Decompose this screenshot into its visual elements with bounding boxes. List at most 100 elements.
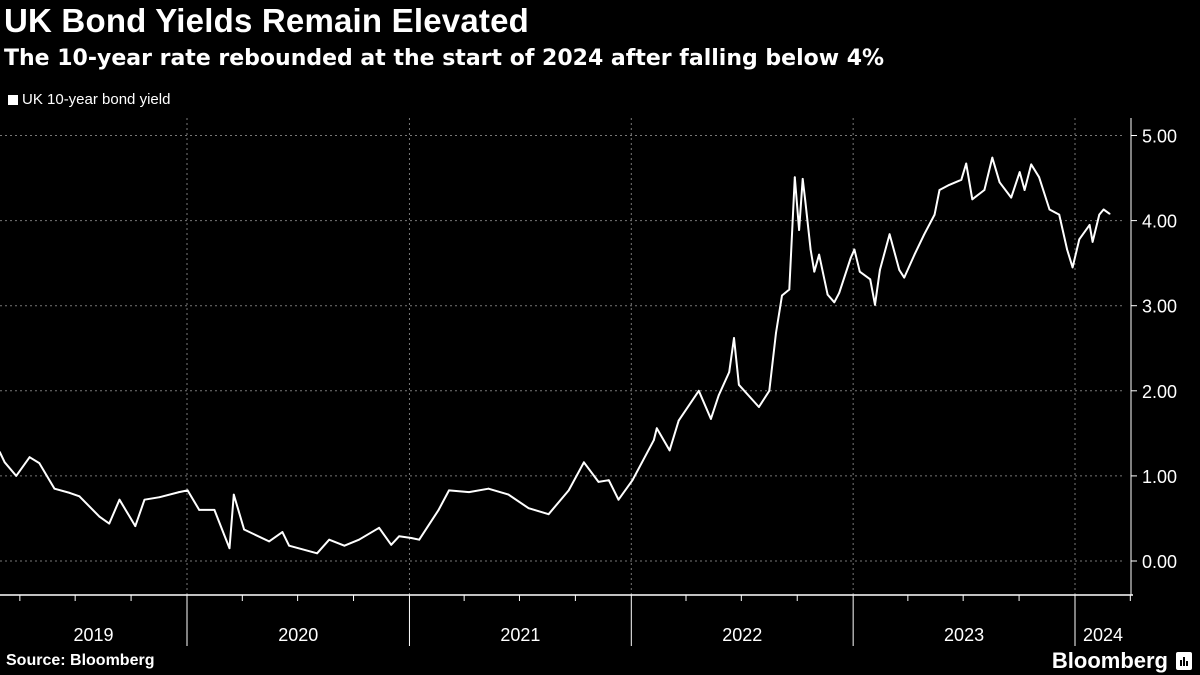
data-point: [316, 552, 318, 555]
data-point: [1058, 213, 1061, 216]
data-point: [1102, 208, 1105, 211]
data-point: [809, 248, 812, 251]
x-tick-label: 2019: [73, 625, 113, 645]
y-tick-label: 3.00: [1142, 297, 1177, 317]
bloomberg-chart-icon: [1176, 652, 1192, 670]
data-point: [991, 156, 994, 159]
data-point: [38, 462, 41, 465]
data-point: [437, 509, 440, 511]
data-point: [874, 303, 876, 306]
bloomberg-logo: Bloomberg: [1052, 648, 1192, 674]
data-point: [597, 480, 600, 483]
data-point: [903, 276, 906, 279]
data-point: [98, 515, 101, 518]
data-point: [158, 496, 161, 499]
data-point: [826, 293, 829, 296]
data-point: [677, 419, 680, 422]
data-point: [228, 547, 231, 550]
data-point: [813, 270, 816, 273]
y-tick-label: 2.00: [1142, 382, 1177, 402]
data-point: [617, 498, 620, 501]
data-point: [343, 544, 346, 547]
data-point: [833, 301, 836, 304]
data-point: [983, 189, 986, 191]
chart-subtitle: The 10-year rate rebounded at the start …: [4, 46, 885, 71]
data-point: [507, 493, 510, 496]
data-point: [804, 198, 807, 201]
data-point: [582, 461, 585, 464]
data-point: [1010, 196, 1013, 199]
x-tick-label: 2023: [944, 625, 984, 645]
data-point: [134, 525, 137, 528]
data-point: [288, 544, 291, 547]
y-tick-label: 5.00: [1142, 127, 1177, 147]
data-point: [878, 269, 881, 271]
chart-title: UK Bond Yields Remain Elevated: [4, 2, 529, 39]
data-point: [15, 475, 18, 477]
data-point: [793, 176, 796, 179]
data-point: [898, 269, 901, 271]
data-point: [178, 491, 180, 493]
data-point: [652, 439, 655, 442]
x-tick-label: 2021: [500, 625, 540, 645]
data-point: [801, 178, 804, 180]
data-point: [938, 189, 941, 191]
data-point: [933, 213, 936, 216]
data-point: [913, 253, 916, 256]
data-point: [775, 332, 777, 334]
logo-text: Bloomberg: [1051, 648, 1168, 673]
data-point: [198, 509, 201, 511]
data-point: [0, 451, 1, 453]
data-point: [281, 531, 284, 533]
data-point: [268, 540, 270, 543]
data-point: [378, 526, 380, 529]
data-point: [853, 248, 856, 251]
data-point: [717, 394, 720, 396]
x-tick-label: 2022: [722, 625, 762, 645]
data-point: [1066, 248, 1068, 251]
data-point: [547, 513, 550, 516]
data-point: [186, 489, 189, 492]
y-tick-label: 1.00: [1142, 467, 1177, 487]
data-point: [849, 257, 852, 259]
data-point: [358, 538, 360, 541]
data-point: [328, 538, 331, 541]
data-point: [668, 449, 671, 452]
data-point: [758, 406, 760, 408]
data-point: [1108, 212, 1111, 215]
data-point: [710, 417, 712, 420]
x-tick-label: 2020: [278, 625, 318, 645]
data-point: [118, 498, 121, 501]
data-point: [781, 294, 783, 297]
data-point: [232, 493, 235, 496]
legend-swatch: [8, 94, 18, 105]
data-point: [869, 278, 872, 281]
data-point: [631, 479, 634, 482]
data-point: [1018, 171, 1021, 173]
data-point: [78, 495, 81, 498]
data-point: [53, 487, 56, 490]
data-point: [1030, 163, 1033, 166]
data-point: [108, 522, 111, 525]
data-point: [1048, 208, 1051, 211]
data-point: [1088, 223, 1091, 226]
data-point: [468, 491, 470, 493]
legend-label: UK 10-year bond yield: [22, 91, 171, 108]
source-note: Source: Bloomberg: [6, 652, 155, 669]
data-point: [3, 461, 6, 464]
data-point: [418, 538, 421, 541]
data-point: [1038, 176, 1041, 179]
data-point: [733, 337, 735, 339]
legend: UK 10-year bond yield: [8, 91, 170, 108]
data-point: [838, 292, 841, 294]
data-point: [858, 270, 861, 273]
data-point: [1091, 240, 1094, 243]
data-point: [768, 389, 771, 392]
data-point: [798, 229, 800, 231]
data-point: [998, 181, 1001, 184]
data-point: [960, 178, 963, 181]
data-point: [737, 383, 740, 386]
data-point: [818, 253, 821, 256]
data-point: [28, 456, 31, 459]
